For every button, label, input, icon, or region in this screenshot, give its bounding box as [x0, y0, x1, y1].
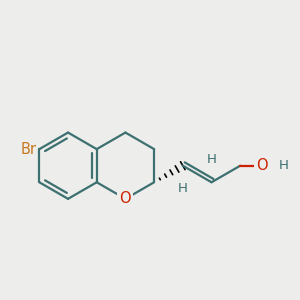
Text: H: H [178, 182, 188, 195]
Text: Br: Br [20, 142, 37, 157]
Text: O: O [120, 191, 131, 206]
Text: H: H [278, 159, 288, 172]
Text: H: H [207, 153, 217, 166]
Text: O: O [256, 158, 268, 173]
